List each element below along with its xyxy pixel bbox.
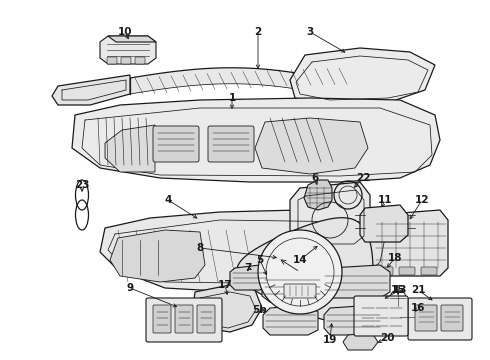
Text: 2: 2 <box>254 27 262 37</box>
Text: 21: 21 <box>411 285 425 295</box>
FancyBboxPatch shape <box>175 305 193 333</box>
Text: 16: 16 <box>411 303 425 313</box>
FancyBboxPatch shape <box>153 126 199 162</box>
Text: 8: 8 <box>196 243 204 253</box>
Polygon shape <box>304 180 332 210</box>
Polygon shape <box>255 118 368 174</box>
FancyBboxPatch shape <box>377 267 393 275</box>
Polygon shape <box>52 75 130 105</box>
Polygon shape <box>108 36 156 42</box>
FancyBboxPatch shape <box>146 298 222 342</box>
FancyBboxPatch shape <box>121 57 131 64</box>
Text: 18: 18 <box>388 253 402 263</box>
Text: 9: 9 <box>126 283 134 293</box>
Polygon shape <box>100 36 156 64</box>
Text: 19: 19 <box>323 335 337 345</box>
Polygon shape <box>368 210 448 276</box>
Text: 1: 1 <box>228 93 236 103</box>
FancyBboxPatch shape <box>415 305 437 331</box>
FancyBboxPatch shape <box>441 305 463 331</box>
FancyBboxPatch shape <box>197 305 215 333</box>
FancyBboxPatch shape <box>135 57 145 64</box>
Text: 4: 4 <box>164 195 171 205</box>
Polygon shape <box>262 268 322 302</box>
Text: 7: 7 <box>245 263 252 273</box>
Polygon shape <box>72 98 440 182</box>
Text: 14: 14 <box>293 255 307 265</box>
Polygon shape <box>192 285 262 332</box>
Polygon shape <box>105 125 155 172</box>
Text: 15: 15 <box>391 285 405 295</box>
FancyBboxPatch shape <box>208 126 254 162</box>
Text: 22: 22 <box>356 173 370 183</box>
Polygon shape <box>110 230 205 282</box>
Polygon shape <box>395 310 420 325</box>
Polygon shape <box>237 218 373 322</box>
FancyBboxPatch shape <box>421 267 437 275</box>
Text: 23: 23 <box>75 180 89 190</box>
Polygon shape <box>360 205 408 242</box>
FancyBboxPatch shape <box>153 305 171 333</box>
FancyBboxPatch shape <box>399 267 415 275</box>
Polygon shape <box>230 265 268 290</box>
FancyBboxPatch shape <box>354 296 408 336</box>
Text: 6: 6 <box>311 173 318 183</box>
Text: 11: 11 <box>378 195 392 205</box>
Text: 3: 3 <box>306 27 314 37</box>
FancyBboxPatch shape <box>107 57 117 64</box>
Polygon shape <box>100 210 395 292</box>
Text: 13: 13 <box>393 285 407 295</box>
Polygon shape <box>322 265 390 298</box>
Polygon shape <box>263 305 318 335</box>
Text: 10: 10 <box>118 27 132 37</box>
FancyBboxPatch shape <box>284 284 316 298</box>
Text: 5b: 5b <box>253 305 268 315</box>
Polygon shape <box>290 48 435 105</box>
Text: 12: 12 <box>415 195 429 205</box>
Polygon shape <box>343 333 378 350</box>
Polygon shape <box>290 182 370 250</box>
Text: 17: 17 <box>218 280 232 290</box>
Polygon shape <box>130 68 360 102</box>
Text: 5: 5 <box>256 255 264 265</box>
Polygon shape <box>324 305 382 335</box>
FancyBboxPatch shape <box>408 298 472 340</box>
Text: 20: 20 <box>380 333 394 343</box>
Circle shape <box>258 230 342 314</box>
